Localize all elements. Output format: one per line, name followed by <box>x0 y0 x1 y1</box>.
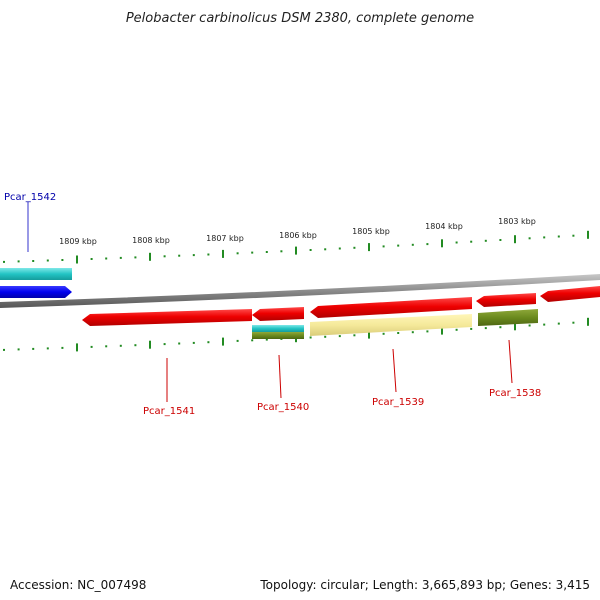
gene-label-pcar-1539[interactable]: Pcar_1539 <box>372 397 424 408</box>
tick-label-1809: 1809 kbp <box>59 237 97 246</box>
gene-leader-pcar-1539 <box>392 348 397 393</box>
upper-tick-track <box>3 230 589 264</box>
gene-arrow-pcar-1542[interactable] <box>0 286 72 298</box>
gene-leader-pcar-1540 <box>278 354 282 399</box>
cog-bar-pcar-1540-a <box>252 325 304 332</box>
gene-arrow-pcar-1540[interactable] <box>252 307 304 321</box>
gene-label-pcar-1538[interactable]: Pcar_1538 <box>489 388 541 399</box>
gene-arrow-pcar-1538[interactable] <box>476 293 536 307</box>
map-title: Pelobacter carbinolicus DSM 2380, comple… <box>126 11 474 26</box>
topology-text: Topology: circular; Length: 3,665,893 bp… <box>260 578 590 592</box>
gene-label-pcar-1540[interactable]: Pcar_1540 <box>257 402 309 413</box>
gene-label-pcar-1541[interactable]: Pcar_1541 <box>143 406 195 417</box>
cog-bar-pcar-1538 <box>478 309 538 326</box>
cog-bar-pcar-1542 <box>0 268 72 280</box>
tick-label-1805: 1805 kbp <box>352 227 390 236</box>
tick-label-1807: 1807 kbp <box>206 234 244 243</box>
gene-label-pcar-1542[interactable]: Pcar_1542 <box>4 192 56 203</box>
accession-text: Accession: NC_007498 <box>10 578 147 592</box>
tick-label-1804: 1804 kbp <box>425 222 463 231</box>
gene-arrow-pcar-1541[interactable] <box>82 309 252 326</box>
gene-arrow-next[interactable] <box>540 286 600 302</box>
cog-bar-pcar-1539 <box>310 314 472 336</box>
tick-label-1808: 1808 kbp <box>132 236 170 245</box>
cog-bar-pcar-1540-b <box>252 332 304 339</box>
gene-leader-pcar-1538 <box>508 339 513 384</box>
genome-backbone <box>0 274 600 308</box>
gene-arrow-pcar-1539[interactable] <box>310 297 472 318</box>
tick-labels: 1809 kbp 1808 kbp 1807 kbp 1806 kbp 1805… <box>59 217 536 246</box>
tick-label-1806: 1806 kbp <box>279 231 317 240</box>
tick-label-1803: 1803 kbp <box>498 217 536 226</box>
